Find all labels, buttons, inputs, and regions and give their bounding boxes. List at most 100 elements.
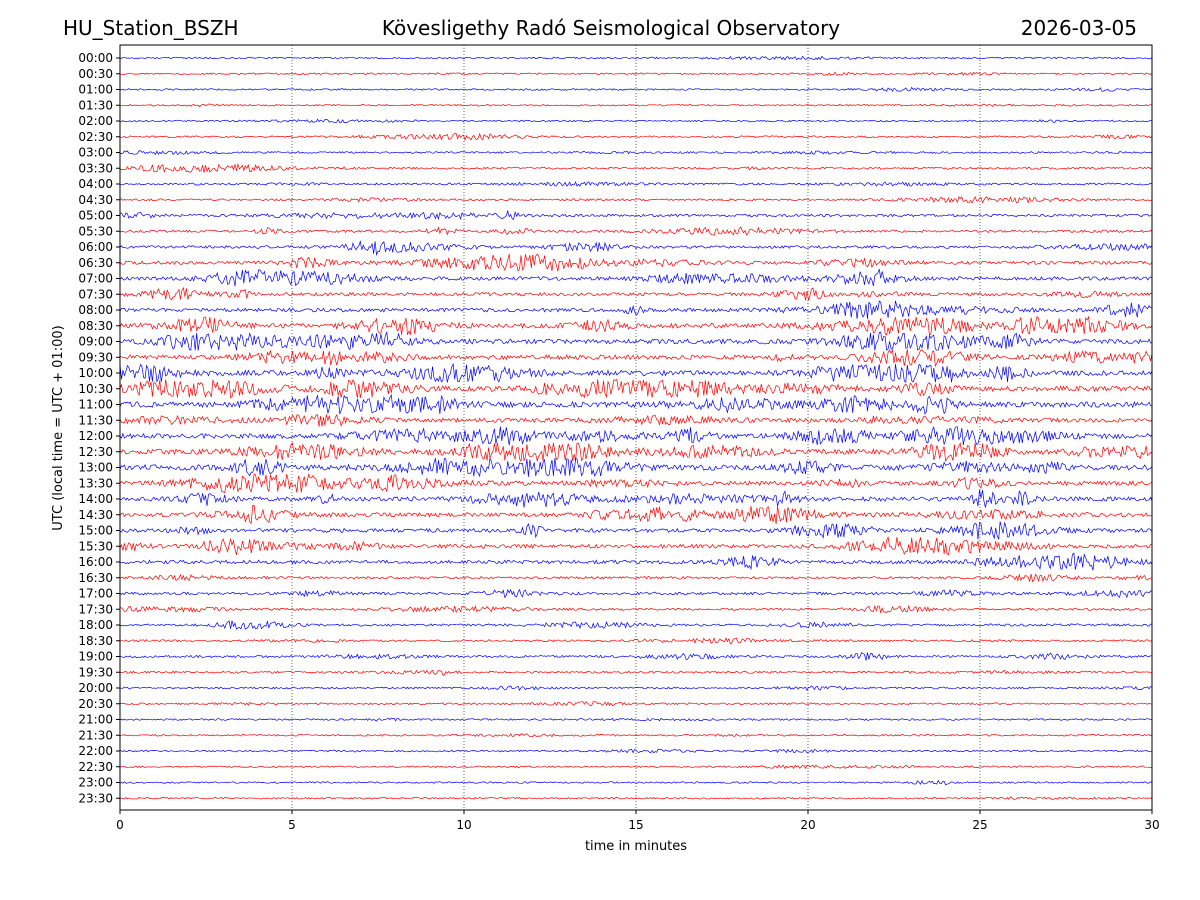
y-tick-label: 11:00 (78, 398, 113, 412)
trace-row-1400 (119, 489, 1153, 508)
trace-row-0800 (119, 300, 1153, 320)
y-tick-label: 09:00 (78, 335, 113, 349)
trace-row-0030 (119, 71, 1153, 76)
trace-row-1000 (119, 362, 1153, 383)
trace-row-1530 (119, 536, 1153, 556)
trace-row-1300 (119, 457, 1153, 478)
trace-row-1230 (119, 442, 1153, 463)
y-tick-label: 03:30 (78, 161, 113, 175)
y-tick-label: 16:00 (78, 555, 113, 569)
trace-row-0330 (119, 162, 1153, 174)
y-tick-label: 14:30 (78, 508, 113, 522)
trace-row-1330 (119, 473, 1153, 494)
y-tick-label: 18:30 (78, 634, 113, 648)
y-tick-label: 10:30 (78, 382, 113, 396)
x-axis: 0 5 10 15 20 25 30 (116, 810, 1160, 832)
trace-row-2130 (119, 733, 1153, 738)
y-tick-label: 17:00 (78, 587, 113, 601)
y-tick-label: 14:00 (78, 492, 113, 506)
x-tick-label: 0 (116, 818, 124, 832)
trace-row-1100 (119, 393, 1153, 415)
trace-row-0500 (119, 210, 1153, 221)
y-tick-label: 18:00 (78, 618, 113, 632)
y-tick-label: 19:00 (78, 650, 113, 664)
y-tick-label: 23:00 (78, 776, 113, 790)
trace-row-0230 (119, 132, 1153, 142)
trace-row-0630 (119, 253, 1153, 272)
trace-row-1500 (119, 521, 1153, 540)
date-title: 2026-03-05 (1020, 16, 1137, 40)
x-tick-label: 20 (800, 818, 815, 832)
trace-row-2030 (119, 701, 1153, 707)
trace-row-1700 (119, 588, 1153, 599)
trace-row-0900 (119, 331, 1153, 351)
y-tick-label: 22:30 (78, 760, 113, 774)
y-axis-label: UTC (local time = UTC + 01:00) (51, 325, 66, 530)
y-tick-label: 02:00 (78, 114, 113, 128)
y-tick-label: 04:30 (78, 193, 113, 207)
trace-row-2230 (119, 764, 1153, 770)
trace-row-0730 (119, 286, 1153, 301)
trace-row-2000 (119, 685, 1153, 692)
y-tick-label: 12:30 (78, 445, 113, 459)
y-tick-label: 19:30 (78, 665, 113, 679)
y-tick-label: 03:00 (78, 146, 113, 160)
y-tick-label: 05:00 (78, 209, 113, 223)
trace-row-0400 (119, 181, 1153, 187)
chart-title: Kövesligethy Radó Seismological Observat… (381, 16, 841, 40)
station-title: HU_Station_BSZH (63, 16, 239, 40)
x-axis-label: time in minutes (585, 839, 687, 854)
trace-row-1730 (120, 604, 1153, 614)
y-tick-label: 01:30 (78, 98, 113, 112)
y-tick-label: 08:00 (78, 303, 113, 317)
y-tick-label: 00:00 (78, 51, 113, 65)
x-tick-label: 5 (288, 818, 296, 832)
y-tick-label: 08:30 (78, 319, 113, 333)
trace-row-1200 (119, 426, 1153, 446)
y-tick-label: 20:00 (78, 681, 113, 695)
y-tick-label: 15:30 (78, 539, 113, 553)
trace-row-0000 (119, 55, 1153, 61)
x-tick-label: 25 (972, 818, 987, 832)
trace-row-0530 (119, 226, 1153, 236)
trace-row-1800 (119, 620, 1153, 630)
x-tick-label: 30 (1144, 818, 1159, 832)
trace-row-0830 (119, 315, 1153, 336)
y-tick-label: 21:00 (78, 713, 113, 727)
trace-row-1030 (119, 378, 1153, 399)
y-tick-label: 01:00 (78, 83, 113, 97)
trace-row-2200 (119, 748, 1152, 754)
grid-layer (291, 45, 981, 810)
y-tick-label: 17:30 (78, 602, 113, 616)
trace-row-0430 (119, 195, 1153, 204)
trace-row-0100 (119, 86, 1153, 93)
y-tick-label: 20:30 (78, 697, 113, 711)
y-tick-label: 07:00 (78, 272, 113, 286)
y-tick-label: 00:30 (78, 67, 113, 81)
trace-row-0600 (119, 240, 1153, 257)
y-tick-label: 21:30 (78, 728, 113, 742)
trace-layer (119, 55, 1153, 800)
trace-row-1130 (119, 414, 1153, 427)
y-tick-label: 11:30 (78, 413, 113, 427)
y-tick-label: 13:00 (78, 461, 113, 475)
y-tick-label: 09:30 (78, 350, 113, 364)
y-tick-label: 06:00 (78, 240, 113, 254)
y-tick-label: 10:00 (78, 366, 113, 380)
trace-row-1630 (119, 573, 1153, 583)
y-tick-label: 13:30 (78, 476, 113, 490)
x-tick-label: 15 (628, 818, 643, 832)
y-tick-label: 12:00 (78, 429, 113, 443)
y-tick-label: 16:30 (78, 571, 113, 585)
y-tick-label: 15:00 (78, 524, 113, 538)
trace-row-2330 (119, 796, 1153, 800)
x-tick-label: 10 (456, 818, 471, 832)
y-tick-label: 05:30 (78, 224, 113, 238)
trace-row-2100 (120, 717, 1153, 722)
trace-row-0300 (119, 150, 1153, 156)
y-tick-label: 04:00 (78, 177, 113, 191)
trace-row-1430 (119, 505, 1153, 525)
trace-row-0700 (119, 268, 1153, 287)
